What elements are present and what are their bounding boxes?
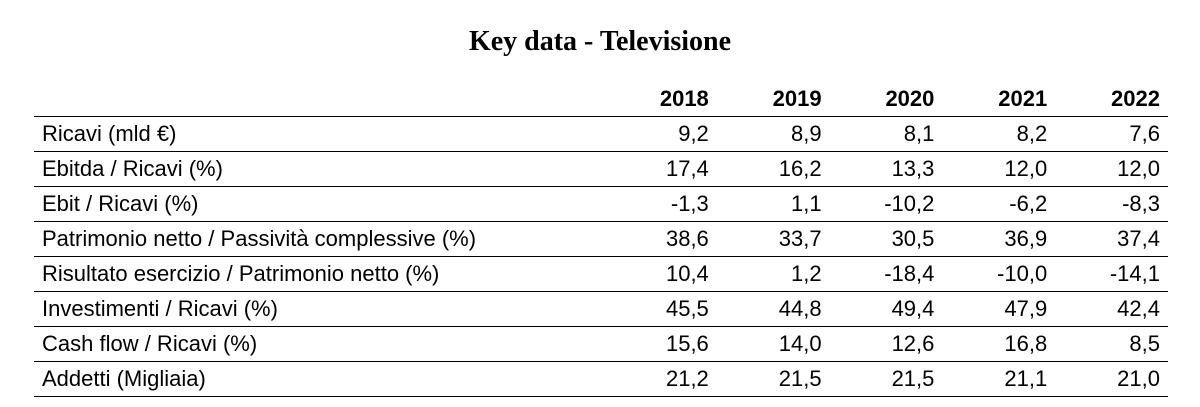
column-header-2021: 2021 — [942, 82, 1056, 117]
table-cell: 8,1 — [829, 116, 943, 152]
table-row: Investimenti / Ricavi (%) 45,5 44,8 49,4 47,… — [34, 291, 1168, 327]
table-cell: 37,4 — [1055, 221, 1168, 257]
table-cell: 21,5 — [829, 361, 943, 397]
table-cell: 14,0 — [716, 326, 830, 362]
table-cell: 1,2 — [716, 256, 830, 292]
table-row: Ebitda / Ricavi (%) 17,4 16,2 13,3 12,0 12,0 — [34, 151, 1168, 187]
row-label: Risultato esercizio / Patrimonio netto (… — [34, 256, 604, 292]
column-header-2019: 2019 — [716, 82, 830, 117]
table-cell: 12,6 — [829, 326, 943, 362]
table-cell: 42,4 — [1055, 291, 1168, 327]
table-cell: -8,3 — [1055, 186, 1168, 222]
header-label-cell — [34, 82, 604, 117]
table-cell: 8,9 — [716, 116, 830, 152]
key-data-table: 2018 2019 2020 2021 2022 Ricavi (mld €) 9,2 8,… — [34, 82, 1168, 397]
table-cell: 9,2 — [604, 116, 717, 152]
table-cell: -14,1 — [1055, 256, 1168, 292]
table-cell: 33,7 — [716, 221, 830, 257]
table-cell: 30,5 — [829, 221, 943, 257]
row-label: Ricavi (mld €) — [34, 116, 604, 152]
row-label: Investimenti / Ricavi (%) — [34, 291, 604, 327]
table-cell: 21,0 — [1055, 361, 1168, 397]
table-cell: -10,2 — [829, 186, 943, 222]
table-cell: 12,0 — [942, 151, 1056, 187]
table-cell: 44,8 — [716, 291, 830, 327]
column-header-2020: 2020 — [829, 82, 943, 117]
table-cell: -1,3 — [604, 186, 717, 222]
table-cell: 8,5 — [1055, 326, 1168, 362]
table-title: Key data - Televisione — [468, 26, 732, 57]
table-row: Addetti (Migliaia) 21,2 21,5 21,5 21,1 21,0 — [34, 361, 1168, 397]
table-cell: 21,5 — [716, 361, 830, 397]
table-cell: 12,0 — [1055, 151, 1168, 187]
table-row: Patrimonio netto / Passività complessive… — [34, 221, 1168, 257]
table-row: Cash flow / Ricavi (%) 15,6 14,0 12,6 16,8 8,… — [34, 326, 1168, 362]
table-row: Risultato esercizio / Patrimonio netto (… — [34, 256, 1168, 292]
table-cell: 7,6 — [1055, 116, 1168, 152]
row-label: Patrimonio netto / Passività complessive… — [34, 221, 604, 257]
table-cell: 13,3 — [829, 151, 943, 187]
row-label: Cash flow / Ricavi (%) — [34, 326, 604, 362]
table-cell: -18,4 — [829, 256, 943, 292]
table-cell: -6,2 — [942, 186, 1056, 222]
header-row: 2018 2019 2020 2021 2022 — [34, 82, 1168, 117]
column-header-2018: 2018 — [604, 82, 717, 117]
table-cell: 45,5 — [604, 291, 717, 327]
row-label: Addetti (Migliaia) — [34, 361, 604, 397]
table-cell: 17,4 — [604, 151, 717, 187]
table-cell: 15,6 — [604, 326, 717, 362]
table-cell: 36,9 — [942, 221, 1056, 257]
row-label: Ebitda / Ricavi (%) — [34, 151, 604, 187]
table-row: Ebit / Ricavi (%) -1,3 1,1 -10,2 -6,2 -8,3 — [34, 186, 1168, 222]
table-cell: 47,9 — [942, 291, 1056, 327]
table-cell: 38,6 — [604, 221, 717, 257]
table-cell: 49,4 — [829, 291, 943, 327]
table-cell: 8,2 — [942, 116, 1056, 152]
table-cell: -10,0 — [942, 256, 1056, 292]
table-cell: 16,2 — [716, 151, 830, 187]
row-label: Ebit / Ricavi (%) — [34, 186, 604, 222]
table-body: Ricavi (mld €) 9,2 8,9 8,1 8,2 7,6 Ebitda / Ri… — [34, 116, 1168, 397]
table-row: Ricavi (mld €) 9,2 8,9 8,1 8,2 7,6 — [34, 116, 1168, 152]
column-header-2022: 2022 — [1055, 82, 1168, 117]
table-cell: 21,1 — [942, 361, 1056, 397]
table-cell: 16,8 — [942, 326, 1056, 362]
table-cell: 10,4 — [604, 256, 717, 292]
table-cell: 1,1 — [716, 186, 830, 222]
table-cell: 21,2 — [604, 361, 717, 397]
